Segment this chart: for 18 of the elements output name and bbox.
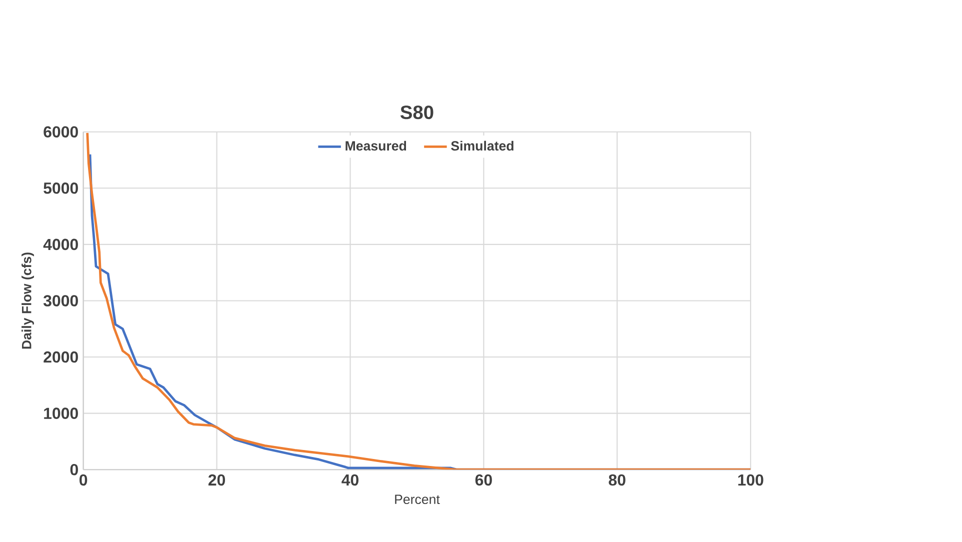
- y-tick-label: 4000: [43, 239, 78, 250]
- y-tick-label: 3000: [43, 295, 78, 307]
- y-tick-label: 2000: [44, 352, 78, 363]
- y-tick-label: 0: [70, 464, 78, 476]
- x-tick-label: 40: [342, 474, 358, 486]
- x-tick-label: 0: [80, 474, 88, 486]
- x-axis-title: Percent: [395, 494, 440, 504]
- x-tick-label: 80: [608, 474, 626, 486]
- y-tick-label: 6000: [44, 126, 78, 138]
- legend-label: Simulated: [451, 141, 514, 151]
- x-tick-label: 100: [738, 474, 764, 486]
- y-axis-title: Daily Flow (cfs): [22, 252, 34, 349]
- x-tick-label: 20: [208, 474, 226, 486]
- x-tick-label: 60: [475, 474, 492, 486]
- legend-label: Measured: [346, 141, 406, 151]
- y-tick-label: 5000: [44, 182, 78, 194]
- y-tick-label: 1000: [44, 408, 78, 420]
- chart-title: S80: [400, 106, 434, 120]
